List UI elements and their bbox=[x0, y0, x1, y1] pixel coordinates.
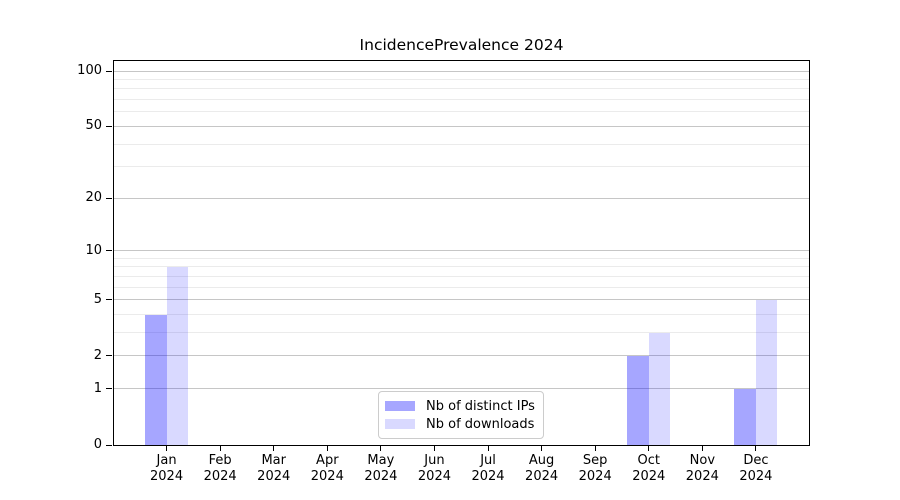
y-tick-label-0: 0 bbox=[93, 437, 102, 452]
x-tick-label-jan: Jan 2024 bbox=[150, 453, 184, 484]
x-tick-oct bbox=[648, 445, 650, 451]
gridline-y-20 bbox=[113, 197, 810, 199]
x-tick-may bbox=[380, 445, 382, 451]
gridline-y-30 bbox=[113, 166, 810, 168]
x-tick-sep bbox=[594, 445, 596, 451]
gridline-y-50 bbox=[113, 125, 810, 127]
gridline-y-80 bbox=[113, 88, 810, 90]
gridline-y-9 bbox=[113, 257, 810, 259]
gridline-y-90 bbox=[113, 78, 810, 80]
x-tick-apr bbox=[326, 445, 328, 451]
legend-swatch-distinct-ips bbox=[385, 401, 415, 411]
x-tick-feb bbox=[219, 445, 221, 451]
x-tick-label-dec: Dec 2024 bbox=[739, 453, 773, 484]
chart-title: IncidencePrevalence 2024 bbox=[359, 36, 564, 54]
y-tick-label-50: 50 bbox=[85, 118, 102, 134]
gridline-y-6 bbox=[113, 286, 810, 288]
legend-swatch-downloads bbox=[385, 419, 415, 429]
x-tick-jun bbox=[433, 445, 435, 451]
y-tick-50 bbox=[106, 125, 112, 127]
x-tick-label-feb: Feb 2024 bbox=[203, 453, 237, 484]
legend: Nb of distinct IPs Nb of downloads bbox=[378, 391, 544, 439]
gridline-y-40 bbox=[113, 143, 810, 145]
x-tick-mar bbox=[273, 445, 275, 451]
bar-jan-downloads bbox=[166, 266, 188, 445]
y-tick-1 bbox=[106, 388, 112, 390]
y-tick-10 bbox=[106, 250, 112, 252]
y-tick-label-100: 100 bbox=[77, 63, 102, 79]
y-tick-label-2: 2 bbox=[93, 347, 102, 363]
x-tick-label-mar: Mar 2024 bbox=[257, 453, 291, 484]
bar-oct-distinct-ips bbox=[627, 355, 649, 445]
x-tick-label-jul: Jul 2024 bbox=[471, 453, 505, 484]
bar-jan-distinct-ips bbox=[145, 314, 167, 445]
legend-label-distinct-ips: Nb of distinct IPs bbox=[426, 398, 535, 414]
x-tick-jul bbox=[487, 445, 489, 451]
y-tick-5 bbox=[106, 299, 112, 301]
plot-frame bbox=[112, 60, 810, 446]
x-tick-label-sep: Sep 2024 bbox=[578, 453, 612, 484]
x-tick-label-apr: Apr 2024 bbox=[310, 453, 344, 484]
y-tick-2 bbox=[106, 355, 112, 357]
gridline-y-3 bbox=[113, 332, 810, 334]
y-tick-20 bbox=[106, 197, 112, 199]
y-tick-label-10: 10 bbox=[85, 242, 102, 258]
y-tick-0 bbox=[106, 444, 112, 446]
bar-dec-distinct-ips bbox=[734, 388, 756, 445]
y-tick-label-5: 5 bbox=[93, 291, 102, 307]
gridline-y-1 bbox=[113, 388, 810, 390]
y-tick-100 bbox=[106, 70, 112, 72]
gridline-y-70 bbox=[113, 99, 810, 101]
gridline-y-5 bbox=[113, 299, 810, 301]
gridline-y-60 bbox=[113, 111, 810, 113]
legend-item-distinct-ips: Nb of distinct IPs bbox=[385, 397, 537, 415]
gridline-y-4 bbox=[113, 314, 810, 316]
bar-dec-downloads bbox=[755, 299, 778, 445]
x-tick-label-nov: Nov 2024 bbox=[685, 453, 719, 484]
x-tick-label-jun: Jun 2024 bbox=[417, 453, 451, 484]
x-tick-label-may: May 2024 bbox=[364, 453, 398, 484]
bar-oct-downloads bbox=[648, 332, 671, 445]
x-tick-aug bbox=[541, 445, 543, 451]
x-tick-label-aug: Aug 2024 bbox=[525, 453, 559, 484]
legend-label-downloads: Nb of downloads bbox=[426, 416, 535, 432]
x-tick-dec bbox=[755, 445, 757, 451]
gridline-y-8 bbox=[113, 266, 810, 268]
x-tick-jan bbox=[166, 445, 168, 451]
gridline-y-7 bbox=[113, 275, 810, 277]
legend-item-downloads: Nb of downloads bbox=[385, 415, 537, 433]
x-tick-label-oct: Oct 2024 bbox=[632, 453, 666, 484]
x-tick-nov bbox=[701, 445, 703, 451]
gridline-y-2 bbox=[113, 355, 810, 357]
gridline-y-100 bbox=[113, 70, 810, 72]
gridline-y-10 bbox=[113, 250, 810, 252]
y-tick-label-1: 1 bbox=[93, 380, 102, 396]
y-tick-label-20: 20 bbox=[85, 190, 102, 206]
